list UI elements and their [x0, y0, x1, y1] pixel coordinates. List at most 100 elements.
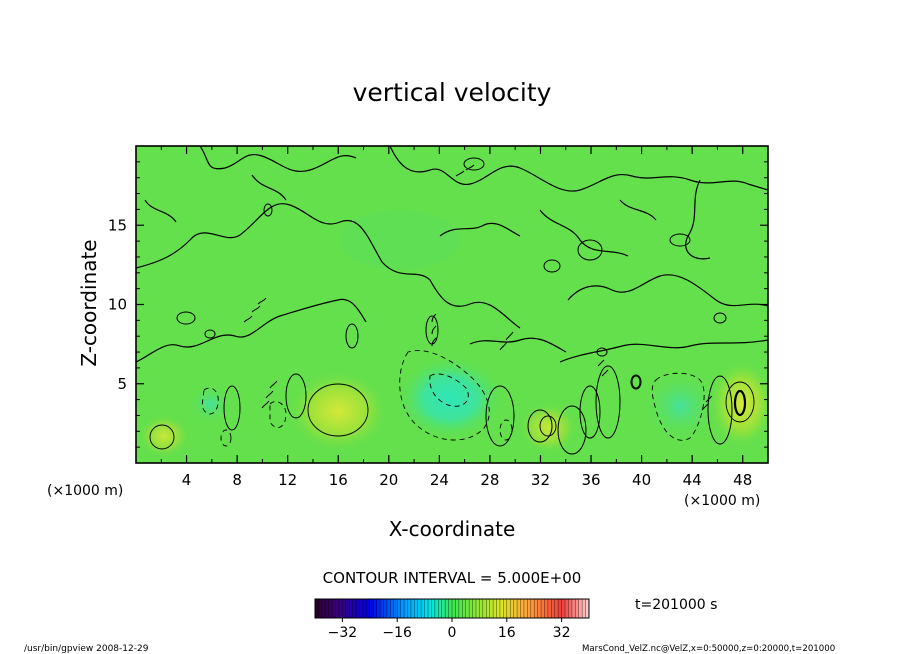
- colorbar-cell: [482, 599, 487, 618]
- colorbar-cell: [342, 599, 347, 618]
- field-shade: [340, 210, 460, 270]
- colorbar-cell: [362, 599, 367, 618]
- positive-contours: [149, 375, 755, 450]
- updraft-cell: [286, 369, 390, 453]
- footer-right: MarsCond_VelZ.nc@VelZ,x=0:50000,z=0:2000…: [582, 644, 835, 654]
- y-axis: 5 10 15: [108, 161, 768, 448]
- colorbar-tick-label: 16: [498, 625, 516, 641]
- plot-area: [135, 145, 769, 464]
- colorbar-cell: [493, 599, 497, 618]
- colorbar-cell: [356, 599, 360, 618]
- colorbar-tick-label: 32: [553, 625, 571, 641]
- colorbar-cell: [318, 599, 323, 618]
- colorbar-cell: [410, 599, 415, 618]
- x-tick-label: 32: [531, 471, 550, 489]
- colorbar-tick-label: −32: [328, 625, 358, 641]
- colorbar-cell: [445, 599, 449, 618]
- y-axis-label: Z-coordinate: [77, 239, 101, 366]
- colorbar-cell: [534, 599, 539, 618]
- colorbar-cell: [523, 599, 528, 618]
- strong-updraft-contour: [733, 389, 747, 417]
- colorbar-cell: [565, 599, 569, 618]
- colorbar-cell: [561, 599, 566, 618]
- colorbar-cell: [428, 599, 432, 618]
- colorbar-cell: [479, 599, 484, 618]
- colorbar-cell: [438, 599, 443, 618]
- updraft-cell: [518, 402, 578, 454]
- colorbar-cell: [499, 599, 504, 618]
- colorbar-cell: [527, 599, 532, 618]
- time-label: t=201000 s: [635, 597, 717, 613]
- zero-contours: [136, 146, 768, 363]
- colorbar-cells: [314, 599, 590, 618]
- colorbar-cell: [448, 599, 453, 618]
- x-axis: 4 8 12 16 20 24 28 32 36 40 44 48: [160, 146, 752, 489]
- x-unit-left: (×1000 m): [47, 483, 123, 499]
- updraft-cell: [708, 358, 768, 450]
- downdraft-cell: [396, 356, 504, 440]
- colorbar-cell: [376, 599, 381, 618]
- colorbar-cell: [475, 599, 480, 618]
- small-contours: [176, 157, 733, 455]
- colorbar-cell: [462, 599, 467, 618]
- colorbar-cell: [544, 599, 549, 618]
- colorbar-cell: [383, 599, 388, 618]
- y-tick-label: 5: [117, 375, 127, 393]
- x-tick-label: 28: [480, 471, 499, 489]
- colorbar-cell: [452, 599, 456, 618]
- colorbar-cell: [455, 599, 460, 618]
- colorbar-cell: [472, 599, 477, 618]
- colorbar-cell: [503, 599, 508, 618]
- colorbar-cell: [558, 599, 562, 618]
- colorbar-cell: [465, 599, 470, 618]
- footer-left: /usr/bin/gpview 2008-12-29: [24, 644, 149, 654]
- x-tick-label: 20: [379, 471, 398, 489]
- colorbar: −32 −16 0 16 32: [314, 598, 590, 641]
- colorbar-cell: [551, 599, 556, 618]
- colorbar-cell: [547, 599, 552, 618]
- colorbar-cell: [328, 599, 333, 618]
- colorbar-cell: [486, 599, 491, 618]
- colorbar-cell: [571, 599, 576, 618]
- colorbar-cell: [332, 599, 336, 618]
- colorbar-cell: [366, 599, 371, 618]
- colorbar-cell: [315, 599, 319, 618]
- colorbar-cell: [585, 599, 590, 618]
- colorbar-cell: [404, 599, 408, 618]
- colorbar-cell: [434, 599, 439, 618]
- x-tick-label: 16: [329, 471, 348, 489]
- contour-interval-text: CONTOUR INTERVAL = 5.000E+00: [323, 569, 582, 587]
- x-tick-label: 24: [430, 471, 449, 489]
- negative-contours: [201, 350, 705, 447]
- heatmap-field: [136, 146, 768, 458]
- colorbar-cell: [431, 599, 436, 618]
- x-tick-label: 4: [182, 471, 192, 489]
- colorbar-cell: [373, 599, 378, 618]
- y-tick-label: 15: [108, 216, 127, 234]
- downdraft-cell: [188, 384, 232, 424]
- colorbar-cell: [424, 599, 429, 618]
- colorbar-cell: [380, 599, 384, 618]
- colorbar-cell: [568, 599, 573, 618]
- x-tick-label: 48: [733, 471, 752, 489]
- x-tick-label: 40: [632, 471, 651, 489]
- colorbar-cell: [369, 599, 374, 618]
- colorbar-cell: [506, 599, 511, 618]
- colorbar-cell: [469, 599, 473, 618]
- colorbar-cell: [325, 599, 330, 618]
- x-tick-label: 12: [278, 471, 297, 489]
- colorbar-cell: [530, 599, 535, 618]
- x-tick-label: 36: [581, 471, 600, 489]
- colorbar-cell: [575, 599, 580, 618]
- colorbar-cell: [349, 599, 354, 618]
- colorbar-cell: [517, 599, 521, 618]
- colorbar-cell: [489, 599, 494, 618]
- colorbar-tick-label: −16: [382, 625, 412, 641]
- colorbar-cell: [513, 599, 518, 618]
- x-unit-right: (×1000 m): [684, 493, 760, 509]
- colorbar-cell: [510, 599, 515, 618]
- colorbar-cell: [386, 599, 391, 618]
- colorbar-cell: [414, 599, 419, 618]
- colorbar-cell: [496, 599, 501, 618]
